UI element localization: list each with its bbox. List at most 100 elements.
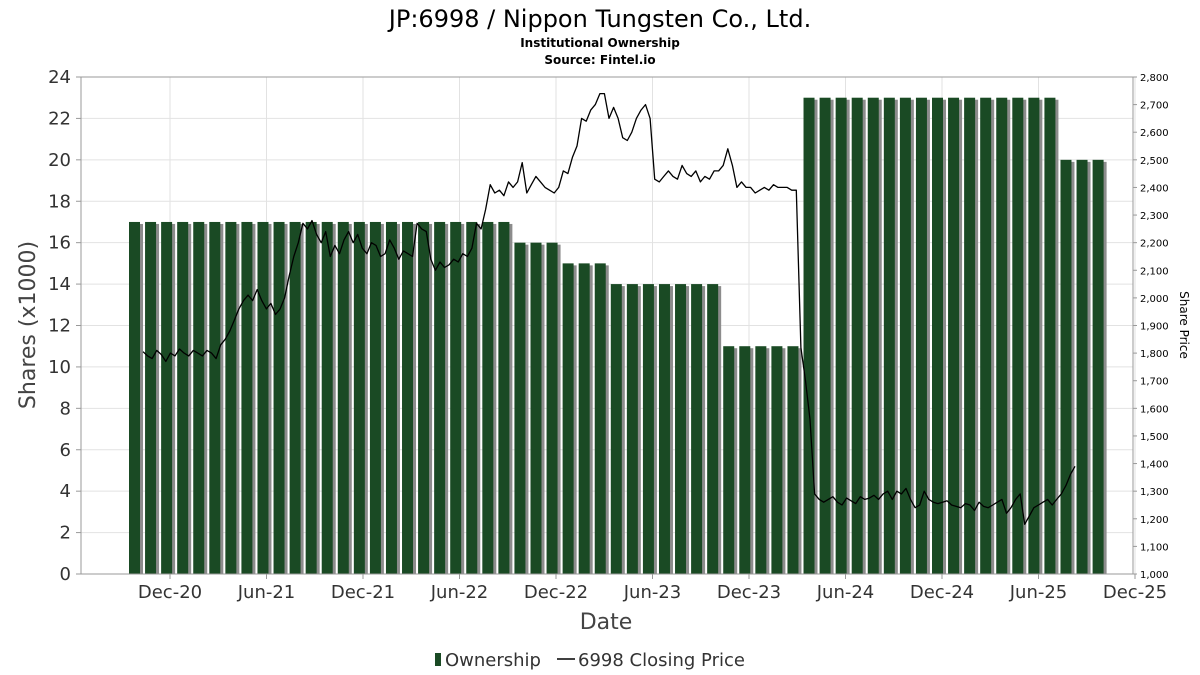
left-tick-label-9: 18 (48, 191, 71, 212)
bar-fill (546, 242, 558, 574)
bar-18 (418, 221, 433, 575)
bar-fill (932, 97, 943, 574)
left-tick-label-0: 0 (60, 564, 71, 585)
right-tick-label-3: 1,300 (1140, 487, 1169, 498)
bar-31 (626, 284, 641, 574)
left-tick-label-7: 14 (48, 274, 71, 295)
bar-fill (1012, 97, 1024, 574)
x-tick-label-7: Jun-24 (816, 582, 875, 603)
y2-axis-label: Share Price (1177, 291, 1191, 359)
x-tick-label-4: Dec-22 (524, 582, 588, 603)
x-axis-label: Date (580, 610, 633, 635)
legend-ownership-label: Ownership (445, 650, 541, 671)
bar-54 (996, 97, 1011, 574)
bar-fill (642, 284, 654, 574)
left-tick-label-5: 10 (48, 357, 71, 378)
bar-36 (707, 284, 722, 574)
bar-fill (819, 97, 831, 574)
bar-6 (225, 221, 240, 575)
bar-23 (498, 221, 513, 575)
bar-fill (562, 263, 574, 574)
bar-fill (450, 221, 462, 575)
bar-fill (707, 284, 719, 574)
left-tick-label-11: 22 (48, 108, 71, 129)
chart-subtitle-ownership: Institutional Ownership (520, 36, 680, 50)
bar-60 (1092, 159, 1107, 575)
bar-fill (402, 221, 414, 575)
bar-24 (514, 242, 529, 574)
bar-fill (626, 284, 638, 574)
x-tick-label-5: Jun-23 (623, 582, 682, 603)
bar-fill (723, 346, 735, 574)
bar-3 (177, 221, 192, 575)
bar-51 (948, 97, 963, 574)
bar-fill (899, 97, 911, 574)
bar-59 (1076, 159, 1091, 575)
bar-fill (273, 221, 285, 575)
bar-22 (482, 221, 497, 575)
bar-41 (787, 346, 802, 574)
bar-fill (209, 221, 221, 575)
left-tick-label-3: 6 (60, 440, 71, 461)
price-line (142, 92, 1076, 525)
bar-40 (771, 346, 786, 574)
bar-34 (675, 284, 690, 574)
right-tick-label-0: 1,000 (1140, 570, 1169, 581)
bar-fill (530, 242, 542, 574)
bar-12 (321, 221, 336, 575)
bar-46 (867, 97, 882, 574)
bar-8 (257, 221, 272, 575)
bar-56 (1028, 97, 1043, 574)
right-tick-label-8: 1,800 (1140, 349, 1169, 360)
bar-fill (867, 97, 879, 574)
bar-11 (305, 221, 320, 575)
bar-58 (1060, 159, 1075, 575)
right-tick-label-1: 1,100 (1140, 542, 1169, 553)
right-axis-ticks: 1,000 1,100 1,200 1,300 1,400 1,500 1,600 1,700… (1133, 73, 1169, 581)
bar-fill (193, 221, 205, 575)
bar-fill (145, 221, 157, 575)
bar-fill (498, 221, 510, 575)
bar-fill (161, 221, 173, 575)
bar-44 (835, 97, 850, 574)
bar-fill (803, 97, 815, 574)
bar-1 (145, 221, 160, 575)
bar-fill (385, 221, 397, 575)
bar-fill (835, 97, 847, 574)
left-tick-label-12: 24 (48, 67, 71, 88)
bar-fill (691, 284, 703, 574)
x-tick-label-0: Dec-20 (138, 582, 202, 603)
bar-fill (755, 346, 767, 574)
bar-fill (771, 346, 783, 574)
bar-49 (915, 97, 930, 574)
right-tick-label-2: 1,200 (1140, 515, 1169, 526)
bar-fill (337, 221, 349, 575)
bar-fill (289, 221, 301, 575)
right-tick-label-13: 2,300 (1140, 211, 1169, 222)
bar-fill (418, 221, 430, 575)
legend-price-label: 6998 Closing Price (578, 650, 745, 671)
right-tick-label-7: 1,700 (1140, 377, 1169, 388)
bar-9 (273, 221, 288, 575)
bar-fill (948, 97, 960, 574)
bar-fill (915, 97, 927, 574)
bar-5 (209, 221, 224, 575)
bar-fill (514, 242, 526, 574)
left-tick-label-2: 4 (60, 481, 71, 502)
y-axis-label: Shares (x1000) (16, 241, 41, 409)
x-tick-label-8: Dec-24 (910, 582, 974, 603)
bar-25 (530, 242, 545, 574)
left-tick-label-6: 12 (48, 316, 71, 337)
bar-47 (883, 97, 898, 574)
right-tick-label-5: 1,500 (1140, 432, 1169, 443)
bar-53 (980, 97, 995, 574)
bar-fill (321, 221, 333, 575)
bar-10 (289, 221, 304, 575)
bar-fill (883, 97, 895, 574)
x-tick-label-3: Jun-22 (430, 582, 489, 603)
bar-35 (691, 284, 706, 574)
bar-33 (658, 284, 673, 574)
bar-fill (851, 97, 863, 574)
